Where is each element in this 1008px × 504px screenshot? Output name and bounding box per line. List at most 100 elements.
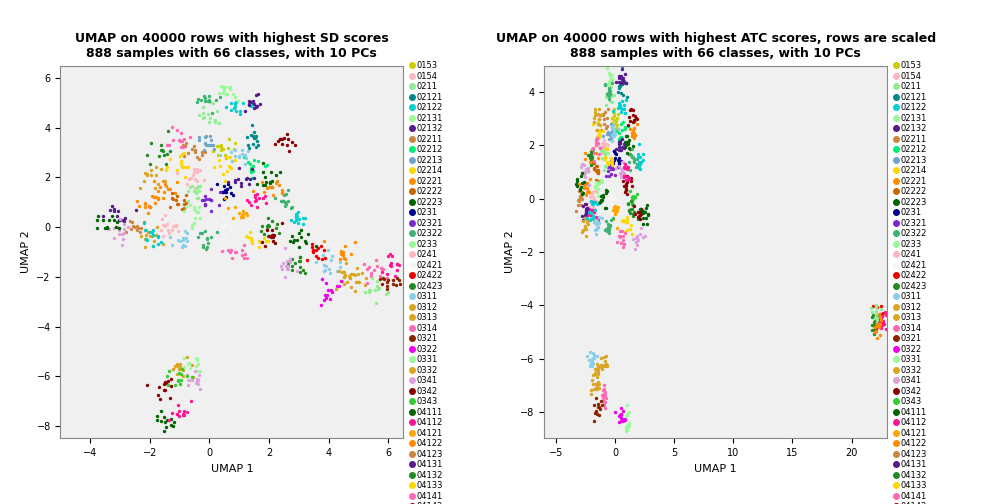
Point bbox=[129, 222, 145, 230]
Point bbox=[619, 165, 635, 173]
Point bbox=[138, 235, 154, 243]
Point bbox=[284, 203, 300, 211]
Point bbox=[279, 266, 295, 274]
Point bbox=[198, 133, 214, 141]
Point bbox=[632, 211, 648, 219]
Point bbox=[164, 365, 180, 373]
Point bbox=[595, 128, 611, 136]
Point bbox=[586, 208, 602, 216]
Point bbox=[598, 217, 614, 225]
Point bbox=[152, 226, 168, 234]
Point bbox=[284, 255, 300, 263]
Point bbox=[590, 223, 606, 231]
Point bbox=[267, 140, 283, 148]
Point bbox=[577, 180, 593, 188]
Point bbox=[872, 331, 888, 339]
Point bbox=[610, 125, 626, 134]
Point bbox=[628, 114, 644, 122]
Point bbox=[214, 146, 230, 154]
Point bbox=[267, 223, 283, 231]
Point bbox=[191, 371, 207, 379]
Point bbox=[606, 111, 622, 119]
Point bbox=[598, 162, 614, 170]
Point bbox=[610, 156, 626, 164]
Point bbox=[579, 165, 595, 173]
Point bbox=[588, 384, 604, 392]
Point bbox=[596, 353, 612, 361]
Point bbox=[149, 231, 165, 239]
Point bbox=[611, 232, 627, 240]
Point bbox=[175, 149, 192, 157]
Point bbox=[150, 152, 166, 160]
Point bbox=[292, 253, 308, 261]
Point bbox=[584, 209, 600, 217]
Point bbox=[260, 232, 276, 240]
Point bbox=[198, 141, 214, 149]
Point bbox=[139, 151, 155, 159]
Point bbox=[635, 209, 651, 217]
Point bbox=[176, 207, 193, 215]
Point bbox=[576, 183, 592, 192]
Point bbox=[316, 251, 332, 260]
Point bbox=[137, 226, 153, 234]
Point bbox=[621, 145, 637, 153]
Point bbox=[182, 182, 199, 191]
Point bbox=[586, 198, 602, 206]
Point bbox=[579, 218, 595, 226]
Point bbox=[575, 226, 591, 234]
Point bbox=[626, 155, 642, 163]
Point bbox=[206, 163, 222, 171]
Point bbox=[274, 141, 290, 149]
Point bbox=[195, 151, 211, 159]
Point bbox=[183, 224, 200, 232]
Point bbox=[638, 214, 654, 222]
Point bbox=[272, 135, 288, 143]
Point bbox=[609, 238, 625, 246]
Point bbox=[596, 143, 612, 151]
Point bbox=[192, 111, 208, 119]
Point bbox=[580, 352, 596, 360]
Point bbox=[234, 250, 250, 259]
Point bbox=[282, 258, 298, 266]
Point bbox=[602, 131, 618, 139]
Point bbox=[578, 210, 594, 218]
Point bbox=[601, 92, 617, 100]
Point bbox=[172, 160, 188, 168]
Point bbox=[626, 129, 642, 137]
Point bbox=[587, 114, 603, 122]
Point bbox=[227, 93, 243, 101]
Point bbox=[627, 132, 643, 140]
Point bbox=[268, 171, 284, 179]
Point bbox=[593, 176, 609, 184]
Point bbox=[172, 137, 188, 145]
Point bbox=[593, 354, 609, 362]
Point bbox=[188, 98, 205, 106]
Point bbox=[325, 251, 341, 260]
Point bbox=[596, 142, 612, 150]
Point bbox=[592, 121, 608, 129]
Point bbox=[173, 162, 190, 170]
Point bbox=[608, 117, 624, 125]
Point bbox=[574, 182, 590, 191]
Point bbox=[595, 146, 611, 154]
Point bbox=[243, 101, 259, 109]
Point bbox=[590, 162, 606, 170]
Point bbox=[578, 180, 594, 188]
Point bbox=[584, 145, 600, 153]
Point bbox=[598, 225, 614, 233]
Point bbox=[873, 304, 889, 312]
Point bbox=[588, 394, 604, 402]
Point bbox=[603, 154, 619, 162]
Point bbox=[614, 75, 630, 83]
Point bbox=[238, 154, 254, 162]
Point bbox=[329, 282, 345, 290]
Point bbox=[188, 374, 205, 383]
Point bbox=[590, 365, 606, 373]
Point bbox=[138, 234, 154, 242]
Point bbox=[600, 128, 616, 136]
Point bbox=[250, 157, 266, 165]
Point bbox=[222, 85, 238, 93]
Point bbox=[136, 177, 152, 185]
Point bbox=[257, 173, 273, 181]
Point bbox=[596, 362, 612, 370]
